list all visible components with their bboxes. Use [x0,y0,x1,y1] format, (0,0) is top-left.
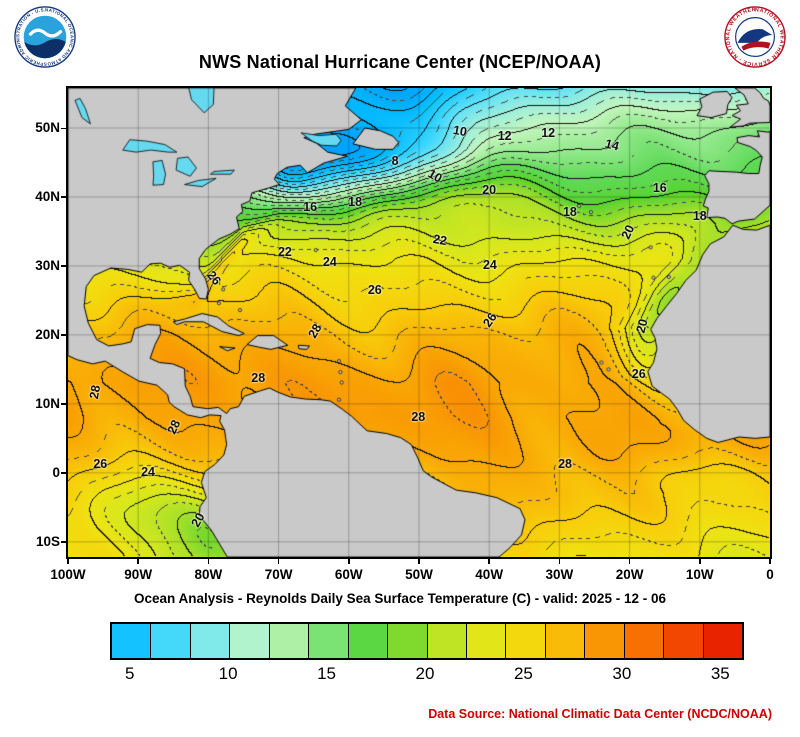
colorbar-cell [151,624,191,658]
contour-label: 12 [497,129,512,144]
lon-tick-mark [348,559,350,564]
colorbar-cell [269,624,310,658]
contour-label: 22 [431,232,449,249]
colorbar-tick-label: 10 [218,664,238,683]
lon-tick-mark [277,559,280,564]
lon-tick-label: 70W [264,567,293,582]
contour-label: 24 [322,254,337,269]
noaa-logo: NATIONAL OCEANIC AND ATMOSPHERIC ADMINIS… [14,6,76,68]
lon-tick-label: 80W [194,567,223,582]
contour-label: 10 [451,123,468,140]
contour-label: 26 [367,283,382,298]
lat-tick-label: 50N [35,120,60,135]
contour-label: 16 [303,200,318,215]
colorbar-cell [309,624,349,658]
lon-tick-mark [628,559,631,564]
colorbar-cell [427,624,467,658]
lat-tick-mark [61,541,66,543]
lat-tick-mark [61,265,66,267]
contour-label: 16 [652,181,667,195]
colorbar-tick-label: 30 [612,664,632,683]
colorbar-cell [190,624,231,658]
lon-tick-mark [699,559,701,564]
lat-tick-label: 0 [52,464,60,480]
lat-tick-label: 30N [35,257,60,273]
colorbar-cell [545,624,586,658]
lon-tick-label: 50W [405,567,433,582]
lon-tick-mark [418,559,420,564]
colorbar-cell [585,624,625,658]
lon-tick-label: 20W [615,567,644,582]
lon-tick-mark [488,559,490,564]
lat-tick-mark [61,334,66,336]
contour-label: 26 [631,367,646,382]
colorbar-cell [703,624,742,658]
colorbar-tick-label: 35 [710,664,730,683]
map-caption: Ocean Analysis - Reynolds Daily Sea Surf… [134,591,666,606]
lon-tick-label: 100W [50,567,86,582]
lon-tick-label: 30W [545,567,574,582]
colorbar-cell [230,624,270,658]
data-source-note: Data Source: National Climatic Data Cent… [428,707,772,721]
colorbar [110,622,744,660]
lon-tick-label: 90W [124,567,153,582]
lat-tick-label: 20N [35,326,60,342]
colorbar-cell [348,624,389,658]
contour-label: 24 [482,258,497,273]
colorbar-cell [664,624,704,658]
colorbar-cell [624,624,665,658]
colorbar-tick-label: 25 [513,664,533,683]
contour-label: 18 [692,209,707,224]
lat-tick-mark [61,472,66,474]
colorbar-tick-label: 15 [317,664,337,683]
lon-tick-mark [67,559,69,564]
lat-tick-label: 10N [35,395,60,411]
contour-label: 24 [141,465,155,480]
contour-label: 12 [541,125,556,140]
contour-label: 28 [86,384,103,401]
colorbar-cell [388,624,428,658]
lat-tick-label: 40N [35,188,60,204]
lat-tick-mark [61,127,66,129]
lon-tick-mark [137,559,139,564]
page-title: NWS National Hurricane Center (NCEP/NOAA… [198,52,602,72]
colorbar-tick-label: 5 [124,664,135,683]
contour-label: 28 [251,371,266,386]
lon-tick-mark [207,559,210,564]
lon-tick-mark [558,559,561,564]
nws-swoosh-icon [737,29,773,43]
nws-redwave-icon [741,41,771,51]
lon-tick-label: 10W [685,567,714,582]
lon-tick-label: 0 [766,567,774,582]
lat-tick-mark [61,403,66,405]
lon-tick-label: 60W [334,567,363,582]
nws-logo: NATIONAL WEATHER SERVICE - NATIONAL WEAT… [724,6,786,68]
lon-tick-label: 40W [475,567,504,582]
contour-label: 8 [391,154,399,169]
contour-label: 26 [93,456,108,471]
contour-label: 20 [482,183,497,198]
colorbar-cell [112,624,152,658]
lat-tick-label: 10S [35,533,60,549]
lat-tick-mark [61,196,66,198]
contour-label: 28 [558,456,572,471]
contour-label: 18 [562,205,577,220]
colorbar-tick-label: 20 [415,664,435,683]
noaa-sea [24,39,66,59]
colorbar-cell [506,624,546,658]
noaa-gull-icon [28,28,63,38]
contour-label: 22 [277,245,292,260]
colorbar-cell [466,624,507,658]
contour-label: 18 [348,194,363,209]
lon-tick-mark [769,559,771,564]
contour-label: 28 [411,409,426,424]
sst-map [68,88,770,557]
